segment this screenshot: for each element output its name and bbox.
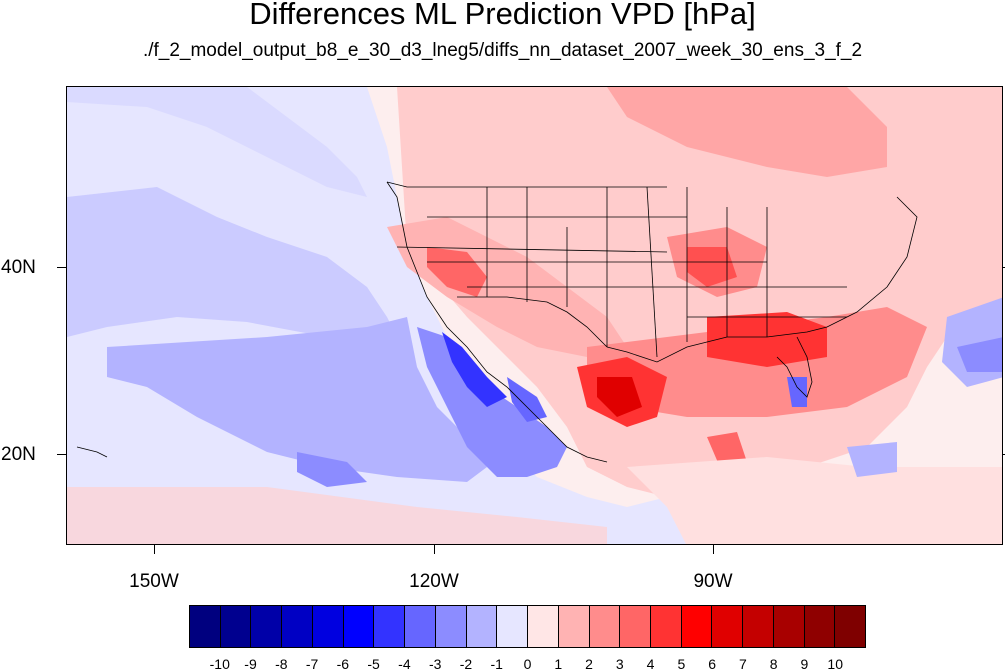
colorbar-tick-label: 1 [554, 656, 563, 672]
lon-label-90w: 90W [693, 571, 733, 592]
colorbar-swatch [651, 606, 682, 647]
colorbar-tick-label: -4 [398, 656, 411, 672]
map-panel [66, 86, 1003, 545]
colorbar-swatch [589, 606, 621, 647]
lon-label-150w: 150W [129, 571, 179, 592]
colorbar-swatch [312, 606, 344, 647]
colorbar-tick-label: -10 [209, 656, 230, 672]
colorbar-swatch [497, 606, 529, 647]
colorbar-swatch [343, 606, 375, 647]
lon-tick-120 [434, 545, 435, 554]
lon-tick-90 [713, 545, 714, 554]
colorbar-swatch [251, 606, 283, 647]
colorbar-tick-label: 8 [769, 656, 778, 672]
colorbar-tick-label: 2 [585, 656, 593, 672]
colorbar-swatch [374, 606, 406, 647]
lon-label-120w: 120W [409, 571, 459, 592]
lat-tick-40 [57, 267, 66, 268]
colorbar-tick-label: -8 [275, 656, 288, 672]
colorbar-swatch [220, 606, 252, 647]
colorbar-swatch [804, 606, 836, 647]
colorbar-swatch [282, 606, 313, 647]
colorbar-tick-label: -5 [367, 656, 380, 672]
colorbar-tick-label: 7 [739, 656, 747, 672]
colorbar-swatch [190, 606, 221, 647]
colorbar-tick-label: 6 [708, 656, 717, 672]
colorbar-tick-label: 0 [523, 656, 532, 672]
map-subtitle: ./f_2_model_output_b8_e_30_d3_lneg5/diff… [142, 40, 863, 61]
colorbar-tick-label: 3 [615, 656, 624, 672]
colorbar [189, 605, 866, 648]
colorbar-tick-label: -9 [244, 656, 257, 672]
lat-label-40n: 40N [1, 257, 36, 278]
colorbar-tick-label: 5 [677, 656, 686, 672]
colorbar-swatch [405, 606, 436, 647]
colorbar-swatch [528, 606, 559, 647]
colorbar-tick-label: 9 [800, 656, 809, 672]
colorbar-tick-label: -1 [490, 656, 503, 672]
lat-label-20n: 20N [1, 444, 36, 465]
colorbar-tick-label: 10 [827, 656, 843, 672]
colorbar-tick-label: 4 [646, 656, 655, 672]
colorbar-tick-label: -6 [336, 656, 350, 672]
colorbar-swatch [620, 606, 652, 647]
colorbar-swatch [558, 606, 590, 647]
lon-tick-150 [154, 545, 155, 554]
vpd-difference-field [67, 87, 1002, 544]
lat-tick-20-right [1002, 454, 1005, 455]
colorbar-swatch [466, 606, 498, 647]
colorbar-tick-label: -3 [428, 656, 442, 672]
colorbar-swatch [773, 606, 805, 647]
colorbar-swatch [681, 606, 713, 647]
lat-tick-40-right [1002, 267, 1005, 268]
map-title: Differences ML Prediction VPD [hPa] [249, 0, 756, 31]
colorbar-swatch [743, 606, 774, 647]
colorbar-swatch [712, 606, 744, 647]
colorbar-tick-label: -2 [459, 656, 473, 672]
colorbar-swatch [435, 606, 467, 647]
colorbar-tick-label: -7 [305, 656, 319, 672]
colorbar-swatch [835, 606, 866, 647]
lat-tick-20 [57, 454, 66, 455]
